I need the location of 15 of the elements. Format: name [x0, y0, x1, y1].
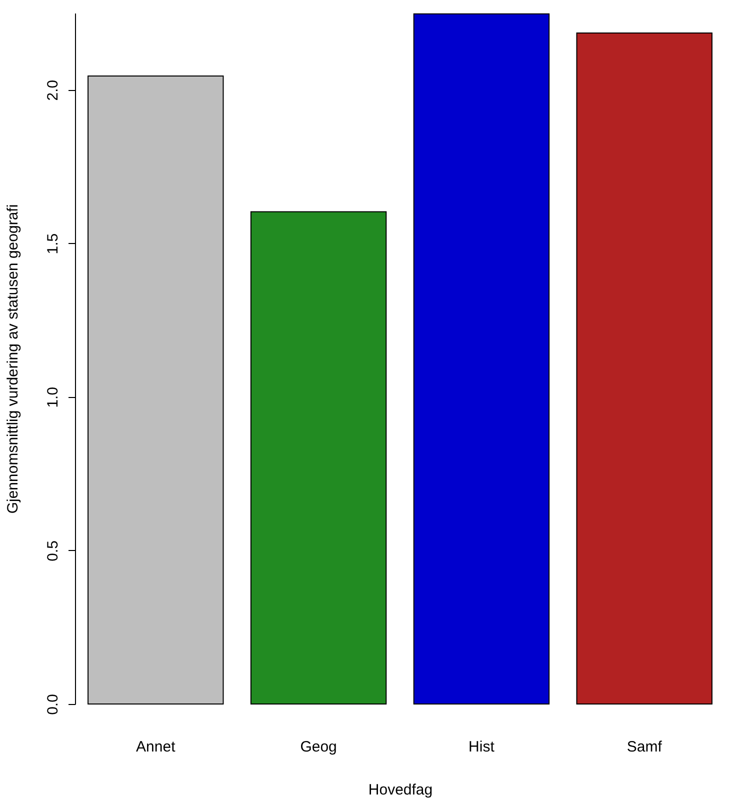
bar	[88, 75, 224, 704]
bar	[576, 32, 712, 704]
y-tick-label: 1.0	[44, 386, 62, 408]
x-tick-label: Samf	[626, 738, 663, 756]
y-tick-label: 1.5	[44, 233, 62, 254]
bar	[250, 211, 387, 704]
x-tick-label: Annet	[136, 738, 176, 756]
x-tick-label: Geog	[300, 738, 337, 756]
bar	[413, 13, 550, 704]
x-axis-title: Hovedfag	[368, 782, 433, 798]
y-tick-label: 2.0	[44, 80, 62, 101]
y-axis-title: Gjennomsnittlig vurdering av statusen geografi	[4, 204, 22, 514]
x-tick-label: Hist	[468, 738, 496, 756]
y-tick-label: 0.5	[44, 540, 62, 562]
y-tick-label: 0.0	[44, 694, 62, 715]
